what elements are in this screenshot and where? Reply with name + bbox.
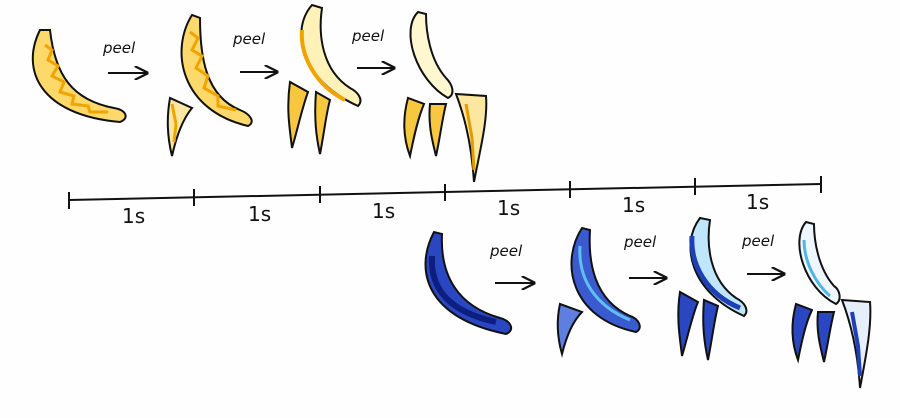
timeline-segment-label: 1s — [497, 196, 520, 220]
peel-label: peel — [741, 232, 775, 250]
blue-banana-peel-2 — [677, 216, 748, 361]
peel-label: peel — [351, 27, 385, 45]
peel-label: peel — [489, 242, 523, 260]
timeline-segment-label: 1s — [622, 193, 645, 217]
peel-label: peel — [102, 39, 136, 57]
blue-banana-peel-1 — [556, 226, 641, 358]
yellow-banana-whole — [31, 29, 127, 124]
timeline: 1s 1s 1s 1s 1s 1s — [68, 176, 822, 228]
timeline-segment-label: 1s — [248, 202, 271, 226]
blue-banana-whole — [424, 230, 513, 336]
yellow-banana-peeled — [403, 10, 488, 183]
timeline-segment-label: 1s — [746, 190, 769, 214]
peel-label: peel — [232, 30, 266, 48]
peel-label: peel — [623, 233, 657, 251]
timeline-segment-label: 1s — [372, 199, 395, 223]
blue-banana-peeled — [791, 220, 872, 389]
yellow-banana-peel-2 — [287, 3, 362, 155]
yellow-banana-peel-1 — [166, 13, 253, 157]
timeline-segment-label: 1s — [122, 204, 145, 228]
